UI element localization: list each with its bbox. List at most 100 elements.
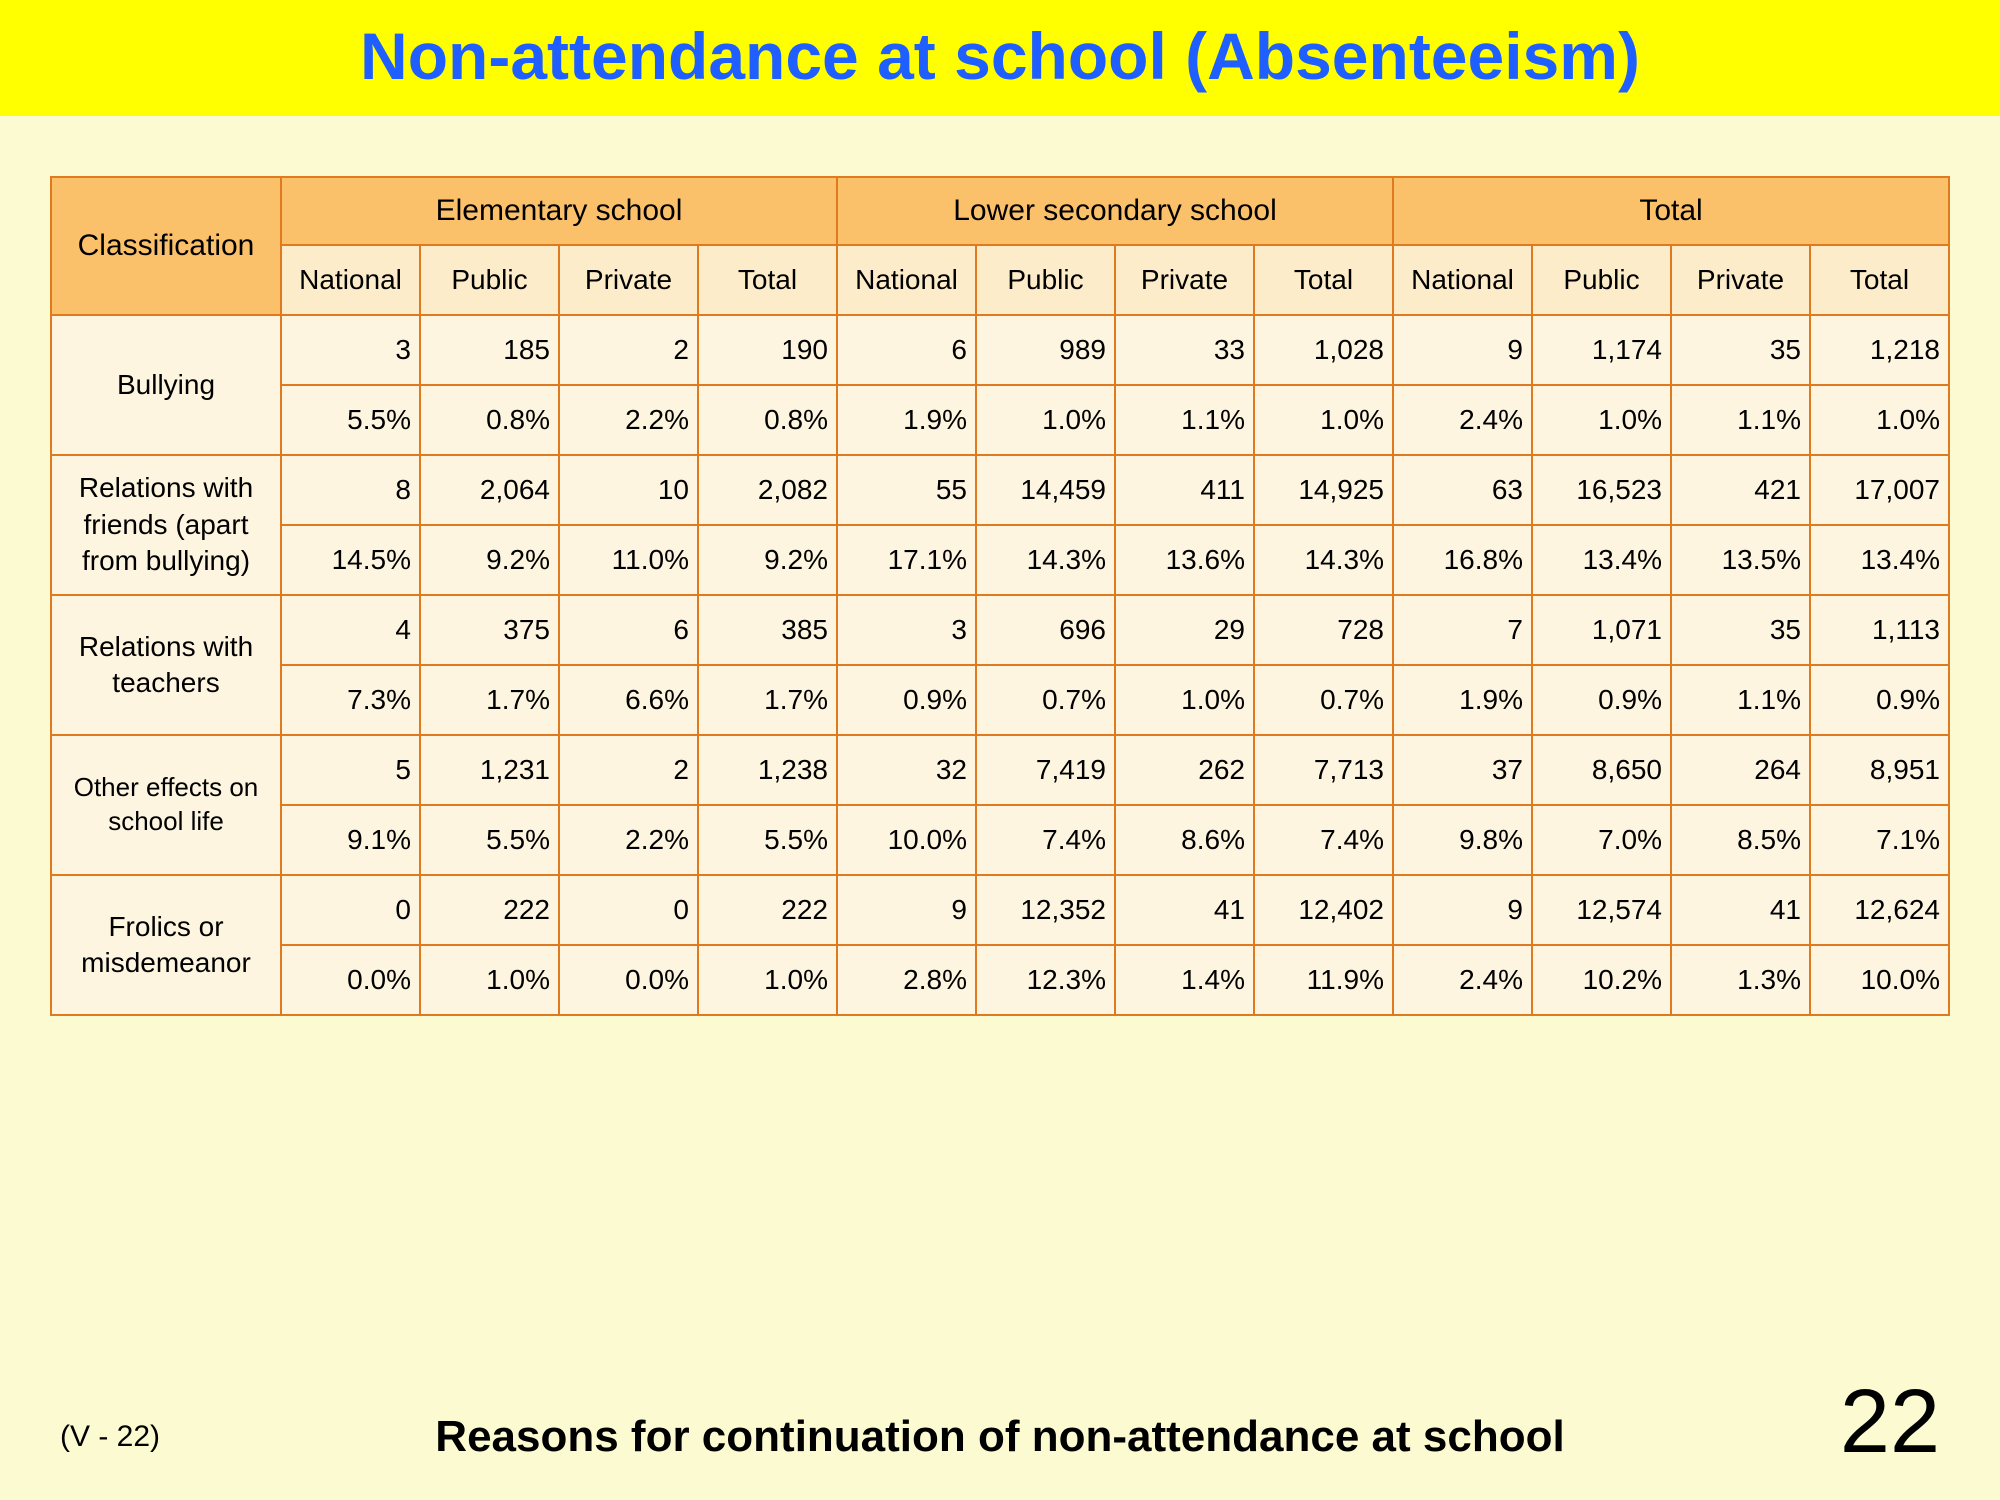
- data-cell-count: 1,238: [698, 735, 837, 805]
- data-cell-pct: 1.9%: [837, 385, 976, 455]
- header-subcol: National: [1393, 245, 1532, 315]
- data-cell-count: 1,218: [1810, 315, 1949, 385]
- data-cell-pct: 1.7%: [698, 665, 837, 735]
- data-cell-pct: 0.7%: [1254, 665, 1393, 735]
- data-cell-pct: 7.4%: [1254, 805, 1393, 875]
- data-cell-count: 6: [559, 595, 698, 665]
- data-cell-count: 35: [1671, 595, 1810, 665]
- data-cell-count: 411: [1115, 455, 1254, 525]
- data-cell-count: 6: [837, 315, 976, 385]
- data-cell-pct: 2.4%: [1393, 385, 1532, 455]
- header-group-lower-secondary: Lower secondary school: [837, 177, 1393, 245]
- data-cell-count: 385: [698, 595, 837, 665]
- data-cell-count: 696: [976, 595, 1115, 665]
- data-cell-pct: 0.8%: [698, 385, 837, 455]
- data-cell-count: 16,523: [1532, 455, 1671, 525]
- data-cell-pct: 8.6%: [1115, 805, 1254, 875]
- row-label: Relations with teachers: [51, 595, 281, 735]
- header-group-elementary: Elementary school: [281, 177, 837, 245]
- data-cell-pct: 14.3%: [976, 525, 1115, 595]
- data-cell-pct: 1.3%: [1671, 945, 1810, 1015]
- header-subcol: Private: [1671, 245, 1810, 315]
- header-subcol: Private: [559, 245, 698, 315]
- data-cell-pct: 5.5%: [698, 805, 837, 875]
- data-cell-count: 33: [1115, 315, 1254, 385]
- data-cell-pct: 17.1%: [837, 525, 976, 595]
- data-cell-pct: 0.9%: [837, 665, 976, 735]
- data-cell-count: 12,624: [1810, 875, 1949, 945]
- data-cell-pct: 5.5%: [420, 805, 559, 875]
- header-subcol: Public: [420, 245, 559, 315]
- footer: (V - 22) Reasons for continuation of non…: [0, 1412, 2000, 1462]
- data-cell-pct: 9.8%: [1393, 805, 1532, 875]
- data-cell-count: 12,402: [1254, 875, 1393, 945]
- data-cell-count: 0: [281, 875, 420, 945]
- data-cell-count: 9: [1393, 875, 1532, 945]
- data-cell-count: 12,352: [976, 875, 1115, 945]
- page-title: Non-attendance at school (Absenteeism): [0, 18, 2000, 94]
- data-cell-count: 5: [281, 735, 420, 805]
- data-cell-count: 55: [837, 455, 976, 525]
- data-cell-count: 7,419: [976, 735, 1115, 805]
- data-cell-pct: 6.6%: [559, 665, 698, 735]
- data-cell-pct: 16.8%: [1393, 525, 1532, 595]
- header-group-total: Total: [1393, 177, 1949, 245]
- data-cell-pct: 1.0%: [420, 945, 559, 1015]
- data-cell-pct: 2.2%: [559, 385, 698, 455]
- data-cell-count: 1,231: [420, 735, 559, 805]
- data-cell-count: 3: [281, 315, 420, 385]
- data-cell-pct: 12.3%: [976, 945, 1115, 1015]
- data-cell-count: 222: [420, 875, 559, 945]
- row-label: Other effects on school life: [51, 735, 281, 875]
- data-cell-pct: 1.0%: [976, 385, 1115, 455]
- data-cell-count: 9: [1393, 315, 1532, 385]
- data-cell-pct: 10.0%: [837, 805, 976, 875]
- data-cell-pct: 5.5%: [281, 385, 420, 455]
- data-cell-count: 8: [281, 455, 420, 525]
- data-cell-count: 264: [1671, 735, 1810, 805]
- data-cell-pct: 8.5%: [1671, 805, 1810, 875]
- data-cell-count: 7: [1393, 595, 1532, 665]
- data-cell-pct: 1.0%: [698, 945, 837, 1015]
- data-cell-pct: 2.2%: [559, 805, 698, 875]
- data-cell-pct: 0.8%: [420, 385, 559, 455]
- data-cell-pct: 1.0%: [1254, 385, 1393, 455]
- data-cell-count: 10: [559, 455, 698, 525]
- table-container: Classification Elementary school Lower s…: [0, 116, 2000, 1016]
- data-cell-count: 9: [837, 875, 976, 945]
- header-subcol: Total: [1254, 245, 1393, 315]
- data-cell-count: 3: [837, 595, 976, 665]
- header-subcol: National: [281, 245, 420, 315]
- data-cell-count: 14,459: [976, 455, 1115, 525]
- data-cell-pct: 1.0%: [1810, 385, 1949, 455]
- data-cell-pct: 13.5%: [1671, 525, 1810, 595]
- data-cell-pct: 1.1%: [1671, 665, 1810, 735]
- data-cell-count: 29: [1115, 595, 1254, 665]
- data-cell-pct: 10.2%: [1532, 945, 1671, 1015]
- data-cell-count: 728: [1254, 595, 1393, 665]
- data-cell-count: 375: [420, 595, 559, 665]
- data-cell-pct: 0.9%: [1810, 665, 1949, 735]
- data-cell-pct: 7.4%: [976, 805, 1115, 875]
- data-cell-count: 17,007: [1810, 455, 1949, 525]
- data-cell-count: 0: [559, 875, 698, 945]
- data-cell-pct: 9.1%: [281, 805, 420, 875]
- page-number: 22: [1840, 1371, 1940, 1474]
- data-cell-pct: 13.4%: [1532, 525, 1671, 595]
- row-label: Frolics or misdemeanor: [51, 875, 281, 1015]
- data-cell-pct: 2.4%: [1393, 945, 1532, 1015]
- data-cell-pct: 1.1%: [1115, 385, 1254, 455]
- data-cell-pct: 13.6%: [1115, 525, 1254, 595]
- data-cell-count: 989: [976, 315, 1115, 385]
- data-cell-count: 1,071: [1532, 595, 1671, 665]
- header-subcol: Total: [698, 245, 837, 315]
- data-cell-count: 2: [559, 735, 698, 805]
- data-cell-count: 421: [1671, 455, 1810, 525]
- header-subcol: Private: [1115, 245, 1254, 315]
- data-cell-pct: 0.0%: [559, 945, 698, 1015]
- data-cell-pct: 0.0%: [281, 945, 420, 1015]
- data-cell-pct: 14.5%: [281, 525, 420, 595]
- data-cell-pct: 7.3%: [281, 665, 420, 735]
- data-cell-pct: 7.0%: [1532, 805, 1671, 875]
- data-cell-count: 1,174: [1532, 315, 1671, 385]
